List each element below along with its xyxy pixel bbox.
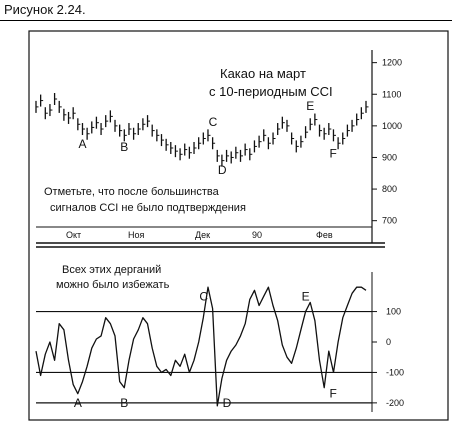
cci-annotation-c: C [199, 289, 208, 303]
price-series: 700 800 900 1000 1100 1200 A B C D E F [35, 58, 402, 226]
cci-annotation-d: D [223, 396, 232, 410]
price-note-line2: сигналов CCI не было подтверждения [50, 202, 246, 214]
cci-series: 100 0 -100 -200 A B C D E F [35, 272, 404, 412]
cci-annotation-b: B [120, 396, 128, 410]
cci-line [35, 286, 367, 407]
price-y-tick-label: 1200 [382, 58, 402, 68]
month-label-dec: Дек [195, 230, 210, 240]
cci-note-line1: Всех этих дерганий [62, 264, 161, 276]
price-y-tick-label: 1100 [382, 89, 401, 99]
cci-y-tick-label: 0 [386, 337, 391, 347]
price-annotation-a: A [78, 137, 86, 151]
price-y-tick-label: 700 [382, 216, 397, 226]
price-annotation-f: F [329, 146, 336, 160]
chart-frame [28, 30, 449, 421]
price-note-line1: Отметьте, что после большинства [44, 186, 220, 198]
price-y-tick-label: 800 [382, 184, 397, 194]
price-annotation-c: C [209, 115, 218, 129]
price-annotation-b: B [120, 140, 128, 154]
figure-caption: Рисунок 2.24. [4, 2, 86, 17]
month-label-feb: Фев [316, 230, 333, 240]
cci-y-tick-label: 100 [386, 307, 401, 317]
caption-divider [0, 20, 452, 21]
price-annotation-d: D [218, 163, 227, 177]
price-y-tick-label: 900 [382, 152, 397, 162]
cci-note-line2: можно было избежать [56, 279, 170, 291]
month-label-oct: Окт [66, 230, 81, 240]
month-label-90: 90 [252, 230, 262, 240]
cci-annotation-f: F [329, 387, 336, 401]
price-chart-subtitle: с 10-периодным CCI [209, 84, 333, 99]
price-y-tick-label: 1000 [382, 121, 402, 131]
month-label-nov: Ноя [128, 230, 145, 240]
price-annotation-e: E [306, 99, 314, 113]
cci-annotation-a: A [74, 396, 82, 410]
cci-y-tick-label: -100 [386, 367, 404, 377]
price-chart-title: Какао на март [220, 66, 306, 81]
cci-annotation-e: E [302, 289, 310, 303]
cci-y-tick-label: -200 [386, 398, 404, 408]
